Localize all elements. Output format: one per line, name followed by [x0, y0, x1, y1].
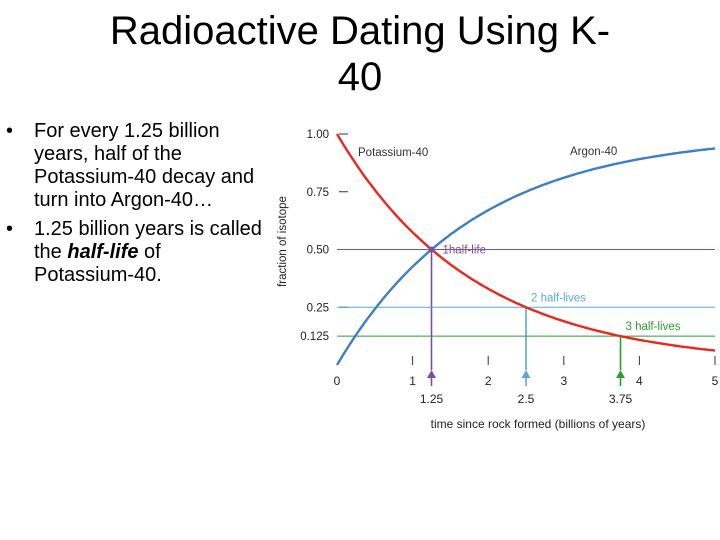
bullet-2-text-post: of Potassium-40.	[34, 241, 162, 286]
series-label-argon-40: Argon-40	[570, 146, 617, 158]
bullet-2-emphasis: half-life	[67, 241, 139, 263]
y-tick-label-3: 0.25	[307, 302, 329, 314]
x-tick-label-5: 5	[712, 374, 719, 388]
x-tick-label-3: 3	[560, 374, 567, 388]
series-line-potassium-40	[335, 133, 716, 352]
half-life-label-2: 2 half-lives	[531, 292, 586, 304]
half-life-label-3: 3 half-lives	[626, 321, 681, 333]
intersection-point	[428, 246, 435, 253]
bullet-list: For every 1.25 billion years, half of th…	[0, 120, 265, 293]
x-axis-label: time since rock formed (billions of year…	[431, 417, 646, 431]
bullet-1: For every 1.25 billion years, half of th…	[0, 120, 265, 212]
y-axis-label: fraction of isotope	[277, 196, 289, 287]
title-line-2: 40	[337, 55, 383, 99]
x-tick-label-4: 4	[636, 374, 643, 388]
bullet-1-text: For every 1.25 billion years, half of th…	[34, 120, 255, 211]
bullet-2-text-pre: 1.25 billion years is called the	[34, 218, 262, 263]
y-tick-label-1: 0.75	[307, 187, 329, 199]
half-life-arrow-1	[427, 370, 436, 378]
x-tick-label-1: 1	[409, 374, 416, 388]
half-life-marker-label-3: 3.75	[609, 392, 633, 406]
half-life-marker-label-1: 1.25	[420, 392, 444, 406]
half-life-marker-label-2: 2.5	[518, 392, 535, 406]
y-tick-label-4: 0.125	[300, 331, 329, 343]
half-life-arrow-3	[616, 370, 625, 378]
series-line-argon-40	[335, 147, 716, 366]
half-life-label-1: 1half-life	[443, 245, 486, 257]
slide-title: Radioactive Dating Using K- 40	[0, 8, 720, 100]
y-tick-label-0: 1.00	[307, 129, 329, 141]
half-life-arrow-2	[521, 370, 531, 378]
x-tick-label-0: 0	[334, 374, 341, 388]
y-tick-label-2: 0.50	[307, 245, 329, 257]
isotope-decay-chart: 1.00 0.75 0.50 0.25 0.125 fraction of isotope…	[277, 129, 719, 431]
series-label-potassium-40: Potassium-40	[358, 147, 428, 159]
bullet-2: 1.25 billion years is called the half-li…	[0, 218, 265, 287]
x-tick-label-2: 2	[485, 374, 492, 388]
title-line-1: Radioactive Dating Using K-	[109, 9, 611, 53]
